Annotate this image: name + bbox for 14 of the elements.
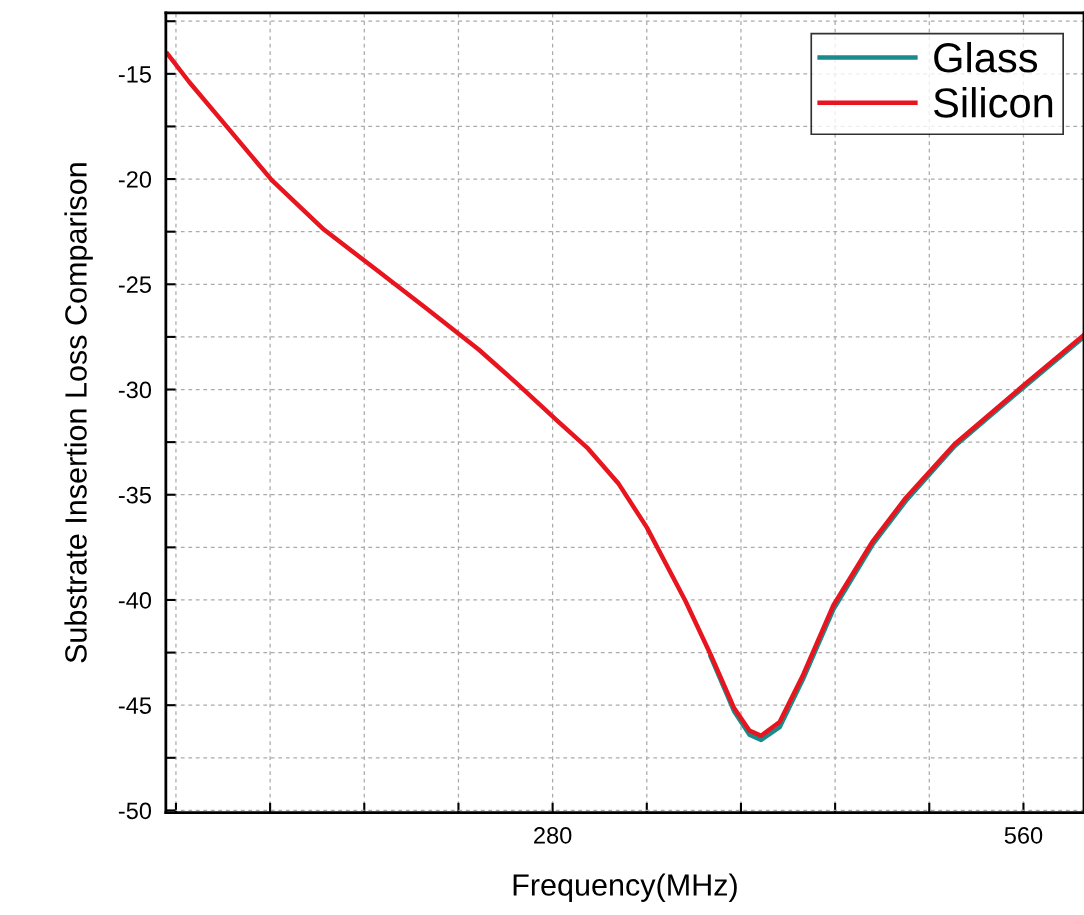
y-tick-label: -15	[118, 66, 151, 83]
y-tick-label: -35	[118, 486, 151, 504]
y-tick-label: -40	[118, 592, 152, 609]
legend-label: Silicon	[933, 87, 1053, 118]
y-tick-label: -45	[118, 697, 151, 714]
y-axis-title: Substrate Insertion Loss Comparison	[64, 163, 93, 663]
legend-label: Glass	[934, 41, 1038, 73]
x-axis-title: Frequency(MHz)	[513, 873, 737, 902]
x-tick-label: 280	[534, 827, 572, 844]
x-tick-label: 560	[1004, 827, 1043, 844]
y-tick-label: -30	[118, 381, 152, 399]
y-tick-label: -25	[118, 276, 151, 294]
y-tick-label: -20	[118, 171, 152, 188]
y-tick-label: -50	[118, 802, 152, 820]
